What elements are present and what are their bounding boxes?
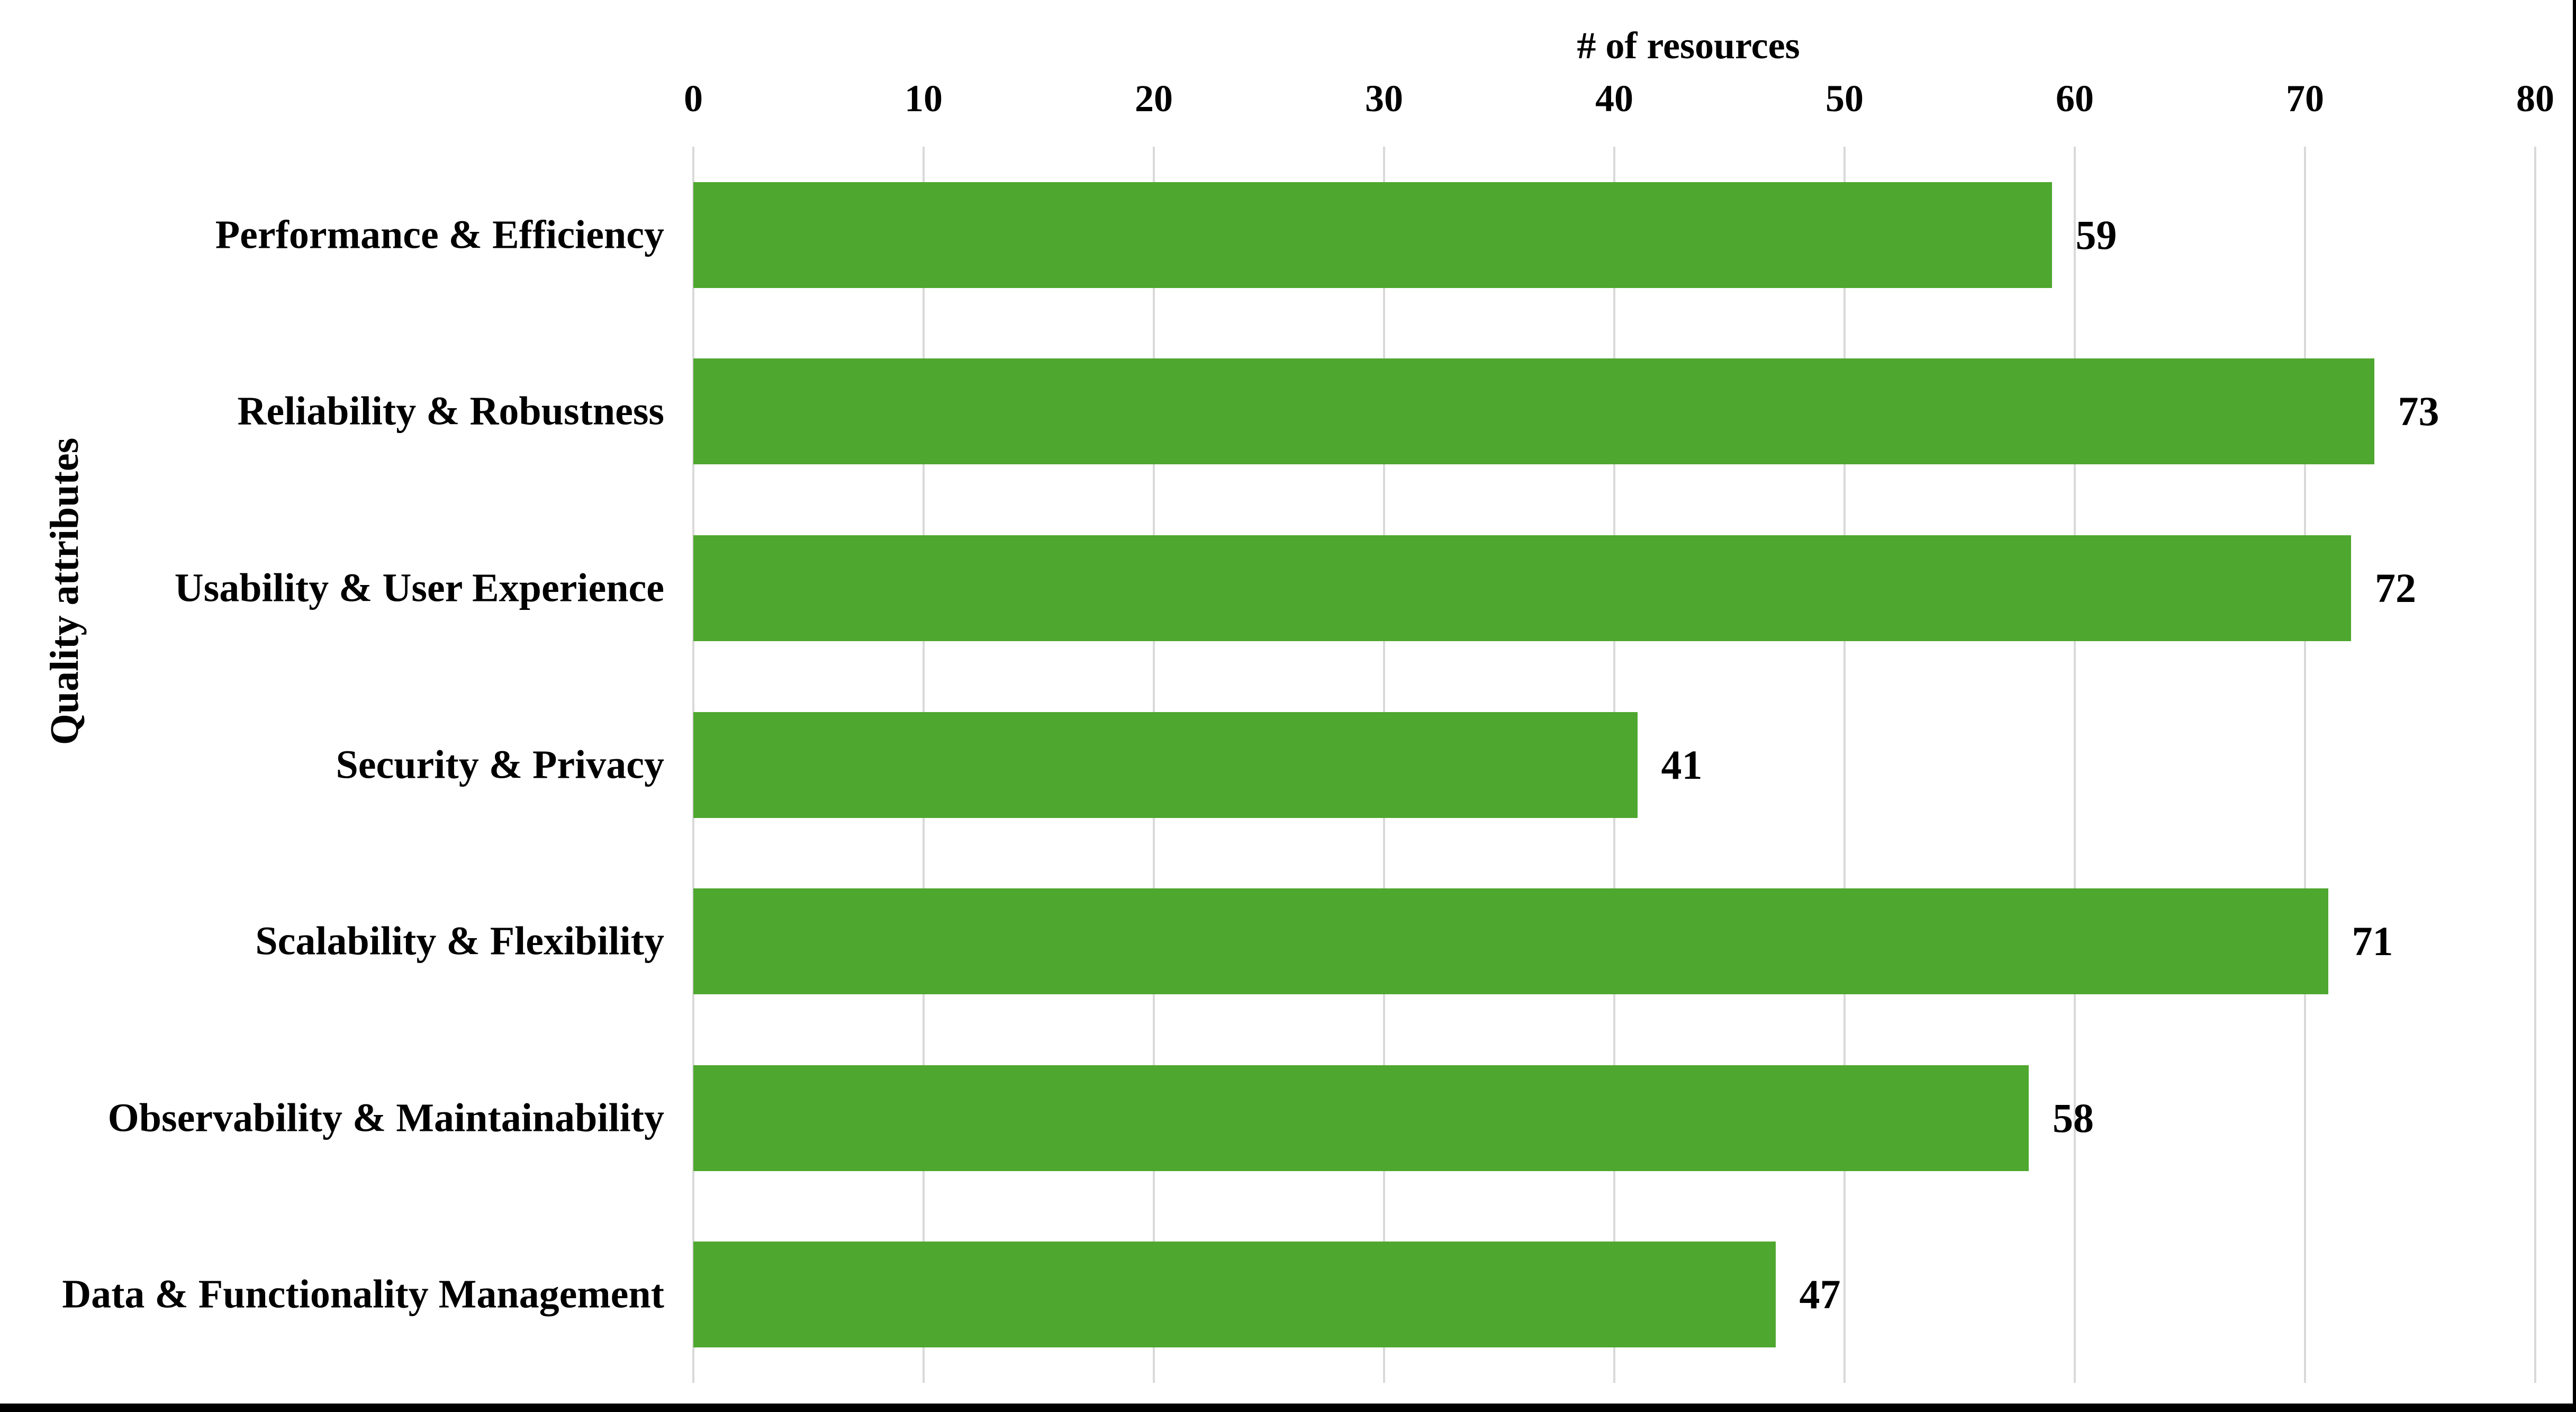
x-tick-label-10: 10 [905, 77, 943, 120]
data-label: 71 [2352, 918, 2393, 965]
bar [693, 535, 2351, 641]
data-label: 47 [1799, 1271, 1841, 1318]
category-label: Data & Functionality Management [62, 1272, 664, 1317]
data-label: 41 [1661, 741, 1703, 788]
x-tick-label-30: 30 [1365, 77, 1403, 120]
category-label: Performance & Efficiency [215, 212, 664, 257]
gridline-60 [2074, 147, 2076, 1383]
x-tick-label-80: 80 [2516, 77, 2554, 120]
data-label: 73 [2398, 388, 2439, 435]
x-tick-label-50: 50 [1825, 77, 1864, 120]
x-tick-label-40: 40 [1595, 77, 1633, 120]
x-tick-label-60: 60 [2056, 77, 2094, 120]
data-label: 59 [2075, 211, 2117, 258]
x-tick-label-70: 70 [2286, 77, 2324, 120]
category-label: Reliability & Robustness [237, 389, 664, 434]
bar [693, 358, 2374, 465]
category-label: Observability & Maintainability [107, 1095, 664, 1140]
bar [693, 1065, 2029, 1171]
data-label: 72 [2375, 564, 2416, 611]
x-tick-label-20: 20 [1135, 77, 1173, 120]
x-axis-title: # of resources [1577, 24, 1800, 67]
bar [693, 182, 2052, 288]
gridline-50 [1843, 147, 1846, 1383]
bottom-border [0, 1404, 2576, 1412]
data-label: 58 [2053, 1094, 2094, 1141]
bar [693, 712, 1638, 818]
category-label: Security & Privacy [336, 742, 664, 787]
category-label: Scalability & Flexibility [255, 919, 664, 964]
bar [693, 1242, 1776, 1348]
bar [693, 888, 2328, 995]
x-tick-label-0: 0 [684, 77, 703, 120]
right-border [2573, 0, 2576, 1412]
gridline-80 [2534, 147, 2536, 1383]
category-label: Usability & User Experience [174, 565, 664, 610]
gridline-70 [2304, 147, 2306, 1383]
